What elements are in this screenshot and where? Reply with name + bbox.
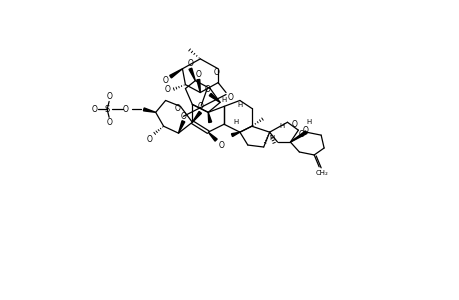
Text: H: H	[269, 135, 274, 141]
Polygon shape	[178, 121, 185, 133]
Text: O: O	[164, 85, 170, 94]
Text: O: O	[218, 140, 224, 149]
Polygon shape	[169, 69, 182, 78]
Text: H: H	[306, 119, 311, 125]
Text: S: S	[104, 105, 110, 114]
Text: O: O	[106, 92, 112, 101]
Text: H: H	[233, 119, 238, 125]
Text: O: O	[204, 85, 210, 94]
Text: O: O	[187, 59, 193, 68]
Text: O: O	[291, 120, 297, 129]
Text: O: O	[106, 118, 112, 127]
Text: O: O	[228, 93, 234, 102]
Text: O: O	[174, 104, 180, 113]
Text: O: O	[123, 105, 129, 114]
Polygon shape	[196, 80, 200, 92]
Polygon shape	[208, 132, 217, 141]
Text: O: O	[146, 135, 152, 144]
Text: O: O	[180, 112, 186, 121]
Polygon shape	[143, 108, 155, 112]
Polygon shape	[208, 112, 211, 123]
Text: O: O	[213, 68, 218, 77]
Text: O: O	[197, 102, 203, 111]
Polygon shape	[231, 132, 240, 137]
Text: O: O	[162, 76, 168, 85]
Text: O: O	[298, 130, 303, 139]
Text: O: O	[302, 126, 308, 135]
Text: H: H	[278, 123, 284, 129]
Polygon shape	[192, 111, 201, 122]
Text: O: O	[195, 70, 201, 79]
Polygon shape	[209, 93, 219, 102]
Text: H: H	[221, 98, 226, 103]
Polygon shape	[189, 68, 195, 81]
Polygon shape	[290, 131, 307, 142]
Text: H: H	[237, 102, 242, 108]
Text: O: O	[91, 105, 97, 114]
Text: CH₂: CH₂	[315, 170, 328, 176]
